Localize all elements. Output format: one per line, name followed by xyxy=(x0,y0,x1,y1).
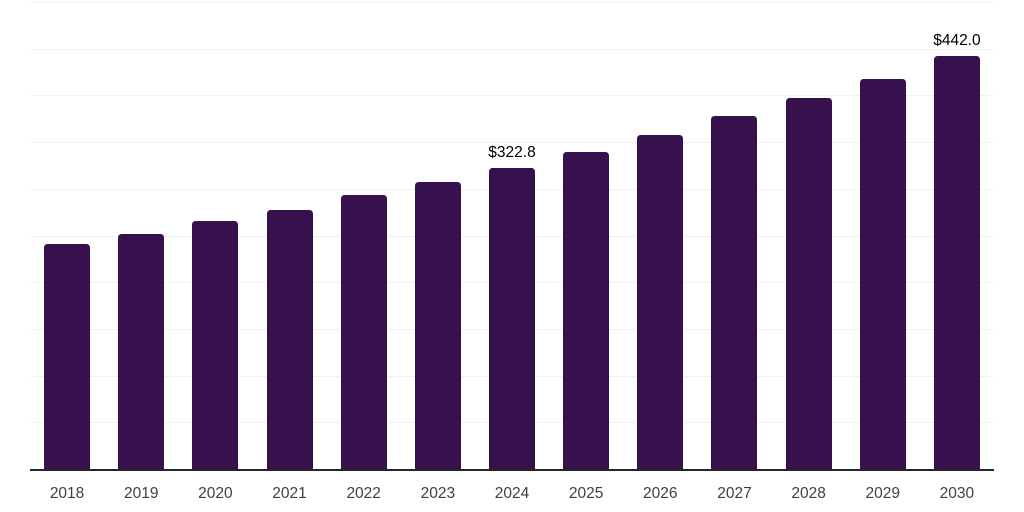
x-tick-label-2030: 2030 xyxy=(939,485,975,502)
plot-area: 2018 2019 2020 2021 2022 2023 2024 $322.8 2025 20… xyxy=(30,0,994,512)
bar-2030[interactable] xyxy=(933,56,980,469)
gridline-500 xyxy=(30,2,994,3)
bar-2026[interactable] xyxy=(637,134,684,469)
bar-2022[interactable] xyxy=(340,195,387,469)
bar-2023[interactable] xyxy=(414,181,461,469)
x-tick-label-2020: 2020 xyxy=(198,485,233,502)
x-axis-line xyxy=(30,469,994,471)
x-tick-label-2027: 2027 xyxy=(717,485,752,502)
x-tick-label-2026: 2026 xyxy=(643,485,678,502)
x-tick-label-2024: 2024 xyxy=(494,485,530,502)
data-label-2024: $322.8 xyxy=(488,143,536,161)
bar-2029[interactable] xyxy=(859,78,906,469)
gridline-400 xyxy=(30,95,994,97)
bar-2025[interactable] xyxy=(563,151,610,469)
bar-2028[interactable] xyxy=(785,98,832,469)
x-tick-label-2023: 2023 xyxy=(420,485,456,502)
x-tick-label-2019: 2019 xyxy=(123,485,159,502)
bar-2020[interactable] xyxy=(192,221,239,469)
bar-2019[interactable] xyxy=(118,233,165,469)
data-label-2030: $442.0 xyxy=(933,32,981,50)
x-tick-label-2028: 2028 xyxy=(791,485,826,502)
bar-2024[interactable] xyxy=(489,167,535,469)
x-tick-label-2029: 2029 xyxy=(865,485,900,502)
x-tick-label-2021: 2021 xyxy=(272,485,307,502)
bar-2027[interactable] xyxy=(711,116,758,469)
bar-2018[interactable] xyxy=(44,243,91,469)
bar-2021[interactable] xyxy=(266,209,313,469)
gridline-350 xyxy=(30,142,994,144)
gridline-450 xyxy=(30,48,994,50)
x-tick-label-2025: 2025 xyxy=(568,485,604,502)
x-tick-label-2018: 2018 xyxy=(49,485,85,502)
x-tick-label-2022: 2022 xyxy=(346,485,381,502)
